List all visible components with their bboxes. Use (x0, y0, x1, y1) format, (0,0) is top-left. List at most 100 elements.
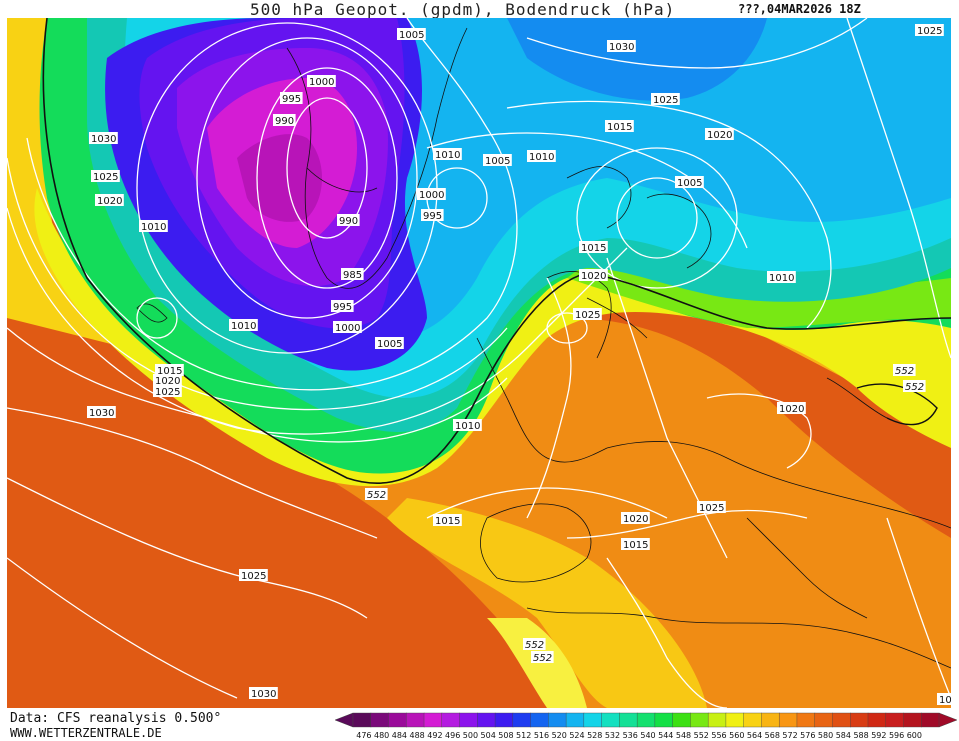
geopotential-label-background (531, 651, 554, 663)
legend-swatch (654, 712, 674, 728)
isobar-label-text: 1025 (155, 387, 180, 398)
legend-swatch (761, 712, 780, 728)
isobar-label-background (777, 402, 806, 414)
legend-swatch (601, 712, 620, 728)
isobar-label-background (527, 150, 556, 162)
isobar-label-background (651, 93, 680, 105)
isobar-label-background (249, 687, 278, 699)
isobar-label: 1015 (579, 241, 608, 254)
isobar-label: 1020 (621, 512, 650, 525)
legend-tick-label: 516 (534, 731, 549, 740)
isobar-label-background (153, 374, 182, 386)
isobar-label: 1010 (453, 419, 482, 432)
legend-tick-label: 512 (516, 731, 531, 740)
isobar-label-background (229, 319, 258, 331)
legend-tick-label: 476 (356, 731, 371, 740)
field-light-orange-south (387, 498, 707, 708)
isobar-label-text: 1015 (157, 366, 182, 377)
isobar-label-text: 1015 (623, 540, 648, 551)
geopotential-label-background (893, 364, 916, 376)
legend-tick-label: 492 (427, 731, 442, 740)
isobar-label-text: 995 (423, 211, 442, 222)
legend-swatch (512, 712, 532, 728)
isobar-label: 1025 (573, 308, 602, 321)
legend-tick-label: 524 (569, 731, 584, 740)
legend-swatch (921, 712, 940, 728)
legend-tick-label: 544 (658, 731, 673, 740)
isobar-label-text: 1015 (435, 516, 460, 527)
isobar-label: 990 (273, 114, 296, 127)
isobar-label: 1010 (139, 220, 168, 233)
geopotential-label-text: 552 (895, 366, 914, 377)
isobar-label-background (89, 132, 118, 144)
legend-tick-label: 496 (445, 731, 460, 740)
legend-swatch (423, 712, 443, 728)
isobar-label-background (621, 538, 650, 550)
isobar-label-text: 1010 (231, 321, 256, 332)
field-mid-blue (507, 18, 767, 101)
isobar-label-background (705, 128, 734, 140)
isobar-label: 1020 (777, 402, 806, 415)
legend-swatch (725, 712, 745, 728)
isobar-label-text: 1020 (581, 271, 606, 282)
legend-swatch (778, 712, 798, 728)
isobar-label-text: 1000 (335, 323, 360, 334)
isobar-label-text: 1030 (91, 134, 116, 145)
legend-swatch (406, 712, 425, 728)
isobar-label-text: 1025 (917, 26, 942, 37)
isobar-label: 1005 (675, 176, 704, 189)
legend-tick-label: 484 (392, 731, 407, 740)
legend-swatch (743, 712, 762, 728)
legend-swatch-group (335, 712, 957, 728)
isobar-label: 1010 (229, 319, 258, 332)
isobar-label: 995 (421, 209, 444, 222)
isobar-label: 995 (331, 300, 354, 313)
isobar-label: 1030 (607, 40, 636, 53)
isobar-label: 1005 (375, 337, 404, 350)
isobar-label-background (91, 170, 120, 182)
legend-tick-label: 508 (498, 731, 513, 740)
isobar-label-text: 1005 (485, 156, 510, 167)
isobar-label-text: 1025 (575, 310, 600, 321)
isobar-label-text: 1030 (251, 689, 276, 700)
geopotential-label: 552 (523, 638, 546, 651)
legend-swatch (707, 712, 727, 728)
website-credit: WWW.WETTERZENTRALE.DE (10, 726, 162, 740)
coastlines (136, 27, 951, 669)
isobar-label: 1025 (651, 93, 680, 106)
isobar-label: 1025 (239, 569, 268, 582)
geopotential-label: 552 (893, 364, 916, 377)
isobar-label-background (915, 24, 944, 36)
isobar-label-text: 1030 (89, 408, 114, 419)
legend-tick-label: 600 (907, 731, 922, 740)
isobar-label: 1010 (433, 148, 462, 161)
isobar-label: 995 (280, 92, 303, 105)
geopotential-552-contour (42, 18, 951, 484)
isobar-label: 1020 (579, 269, 608, 282)
legend-tick-label: 584 (836, 731, 851, 740)
legend-tick-label: 548 (676, 731, 691, 740)
isobar-label: 1020 (705, 128, 734, 141)
legend-tick-label: 568 (765, 731, 780, 740)
isobar-label-text: 1025 (241, 571, 266, 582)
isobar-label-background (397, 28, 426, 40)
isobar-label-background (421, 209, 444, 221)
isobar-label-background (337, 214, 360, 226)
geopotential-label-text: 552 (367, 490, 386, 501)
legend-tick-label: 580 (818, 731, 833, 740)
isobar-label: 1030 (249, 687, 278, 700)
isobar-label-background (417, 188, 446, 200)
legend-swatch (796, 712, 816, 728)
isobar-label-text: 985 (343, 270, 362, 281)
isobar-label-background (331, 300, 354, 312)
isobar-label-background (675, 176, 704, 188)
legend-tick-label: 588 (853, 731, 868, 740)
isobar-label-text: 1005 (399, 30, 424, 41)
legend-swatch (459, 712, 478, 728)
isobar-label-text: 1000 (309, 77, 334, 88)
legend-swatch (885, 712, 904, 728)
isobar-label: 1015 (433, 514, 462, 527)
isobar-label-background (375, 337, 404, 349)
isobar-label-background (579, 241, 608, 253)
